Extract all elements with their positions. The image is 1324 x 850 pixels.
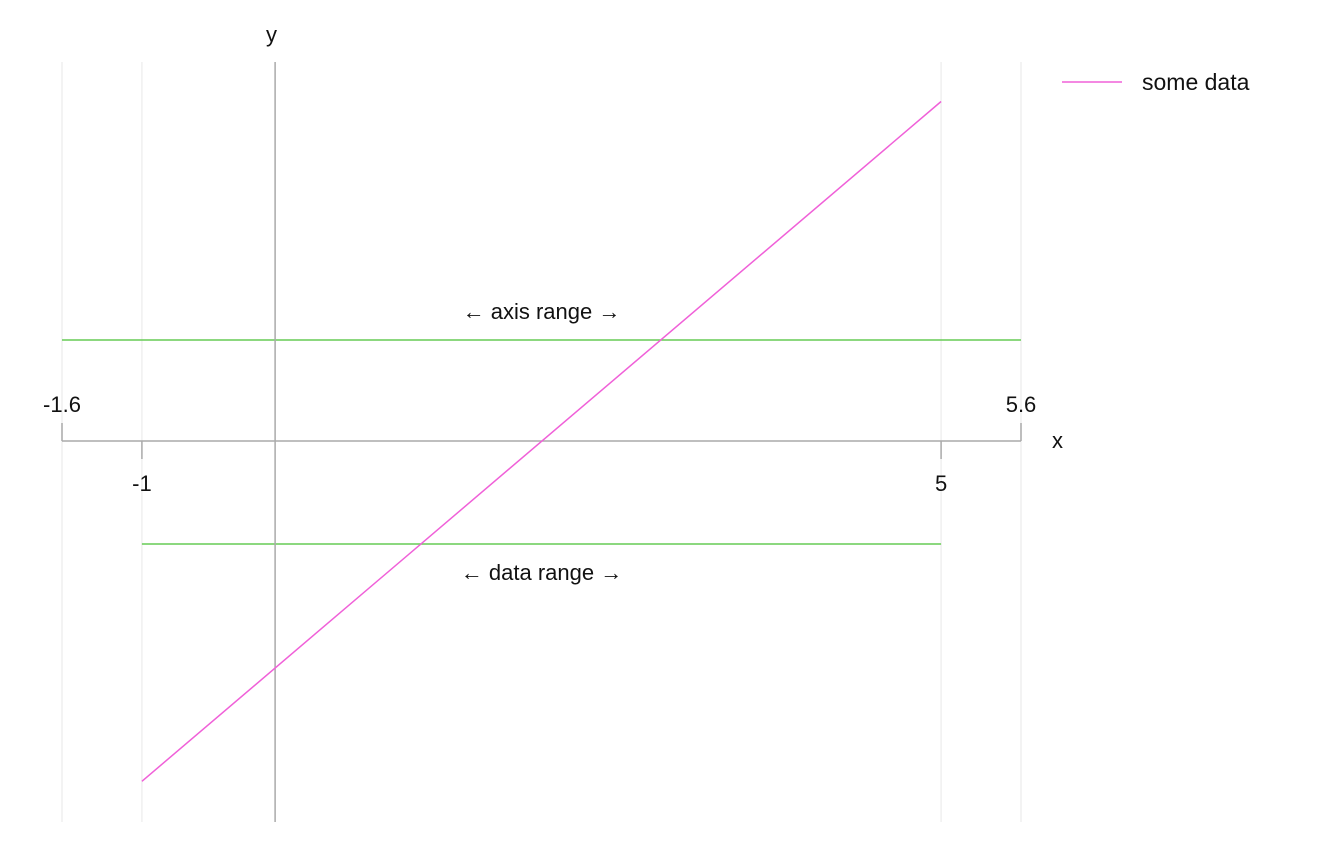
legend-label: some data xyxy=(1142,69,1250,95)
series-lines xyxy=(141,100,942,782)
x-tick-label: -1.6 xyxy=(43,392,81,417)
x-tick-label: -1 xyxy=(132,471,152,496)
legend: some data xyxy=(1062,69,1250,95)
series-line xyxy=(141,100,942,782)
data-range-label: ← data range → xyxy=(461,560,622,585)
range-annotations: ← axis range → ← data range → xyxy=(62,299,1021,585)
x-tick-label: 5 xyxy=(935,471,947,496)
axis-range-label: ← axis range → xyxy=(463,299,621,324)
x-axis-title: x xyxy=(1052,428,1063,453)
y-axis-title: y xyxy=(266,22,277,47)
x-tick-label: 5.6 xyxy=(1006,392,1037,417)
